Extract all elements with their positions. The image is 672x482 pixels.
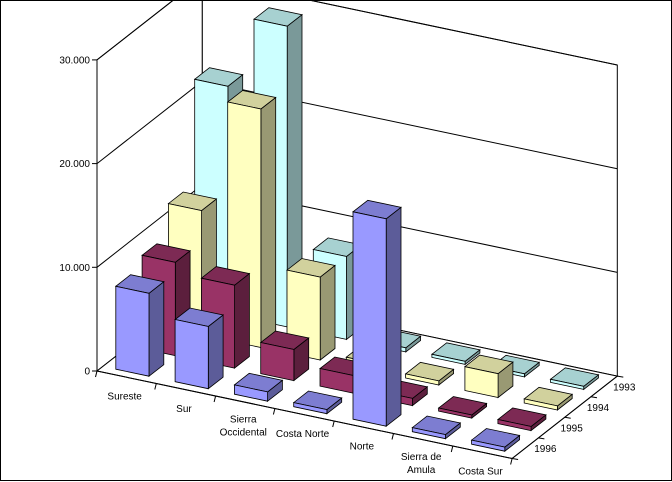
bar-1994-sierra-occidental [286,258,336,361]
series-tick [512,458,519,460]
bar-front [174,319,209,390]
bar-1994-costa-sur [523,386,574,411]
y-tick-label: 20.000 [59,159,90,170]
x-tick [154,383,157,390]
bar-front [550,378,585,390]
y-axis: 0 10.000 20.000 30.000 [59,55,98,378]
bar-front [293,402,328,415]
bar-side [207,314,224,390]
bar-1993-costa-sur [549,367,600,391]
chart-bars [114,7,600,453]
bar-front [352,211,387,427]
x-tick-label: Costa Norte [276,429,330,440]
bar-1996-sur [174,307,225,390]
series-tick [617,375,624,378]
bar-front [233,384,269,402]
bar-1996-sureste [114,274,165,378]
bar-front [497,419,532,432]
bar-1996-costa-sur [470,428,521,453]
x-tick [450,445,454,453]
series-tick-label: 1994 [587,403,610,414]
x-tick-label: Occidental [220,427,267,438]
x-tick-label: Sierra de [401,452,442,463]
bar-1996-norte [352,199,402,428]
bar-side [385,206,402,428]
series-tick [590,396,598,399]
bar-1995-sierra-occidental [259,330,310,382]
y-tick-label: 0 [84,367,90,378]
x-tick-label: Norte [350,441,375,452]
bar-1996-costa-norte [292,390,343,415]
bar-1995-costa-sur [496,407,547,432]
bar-front [431,353,466,365]
bar-1994-norte [404,361,455,386]
x-tick-label: Sur [176,404,192,415]
bar-front [115,285,150,377]
bar-front [523,398,558,411]
x-tick [510,458,513,465]
gridline [96,1,618,66]
x-tick [213,395,217,403]
bar-front [260,342,295,382]
x-axis-line [96,370,513,459]
x-tick [95,370,98,378]
y-tick-label: 10.000 [59,263,90,274]
x-tick [332,420,335,428]
x-tick-label: Amula [407,465,436,476]
bar-1996-sierra-de-amula [411,415,462,440]
series-tick-label: 1993 [613,382,636,393]
series-tick [564,416,571,419]
series-tick-label: 1996 [534,444,557,455]
bar-1996-sierra-occidental [233,372,284,403]
bar-front [464,366,499,398]
bar-side [319,264,336,361]
bar-side [148,280,165,378]
x-tick [272,408,276,415]
bar-front [405,373,440,386]
bar-1995-sierra-de-amula [437,396,488,419]
bar-front [411,427,446,440]
bar-side [234,272,250,369]
series-tick [538,437,545,440]
series-tick-label: 1995 [561,424,584,435]
bar-front [471,439,506,452]
x-tick-label: Sierra [230,414,257,425]
bar-1993-norte [430,342,481,366]
y-tick-label: 30.000 [59,55,90,66]
bar-side [260,96,277,349]
x-tick-label: Sureste [107,391,142,402]
x-axis: Sureste Sur Sierra Occidental Costa Norte Nor… [95,370,513,477]
x-tick [391,433,394,440]
x-tick-label: Costa Sur [458,466,503,477]
bar-front [438,407,473,419]
bar-1994-sierra-de-amula [463,354,514,399]
